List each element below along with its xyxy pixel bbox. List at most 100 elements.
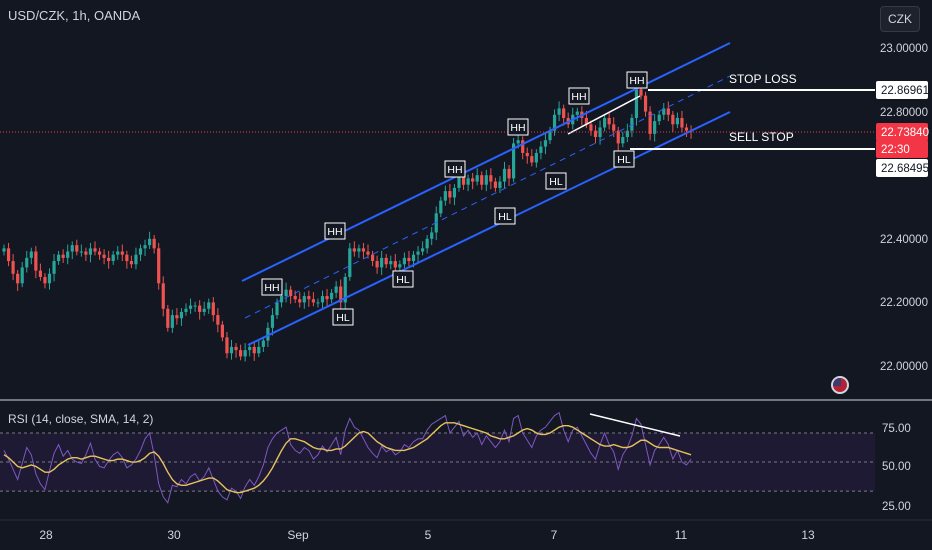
candle-body <box>289 289 293 297</box>
y-tick-label: 22.00000 <box>880 361 928 373</box>
candle-body <box>111 254 115 262</box>
candle-body <box>97 251 102 255</box>
currency-button[interactable]: CZK <box>880 6 920 32</box>
sell-stop-price-tag-bg <box>876 159 928 177</box>
candle-body <box>229 346 234 354</box>
candle-body <box>675 117 679 125</box>
candle-body <box>666 108 670 115</box>
candle-body <box>484 175 488 185</box>
candle-body <box>498 181 502 188</box>
candle-body <box>375 261 379 268</box>
candle-body <box>266 327 270 341</box>
y-axis[interactable]: 23.00000 22.80000 22.40000 22.20000 22.00000… <box>876 43 929 513</box>
candle-body <box>252 346 256 354</box>
candle-body <box>507 168 511 179</box>
candle-body <box>70 245 74 252</box>
hh-label: HH <box>510 122 525 134</box>
stop-loss-text: STOP LOSS <box>729 72 797 86</box>
candle-body <box>11 261 15 274</box>
candle-body <box>516 140 520 144</box>
hl-label: HL <box>617 154 631 166</box>
hh-label: HH <box>264 282 279 294</box>
rsi-line <box>3 411 692 504</box>
candle-body <box>79 251 83 253</box>
candle-body <box>129 261 133 265</box>
x-tick-label: 7 <box>551 528 558 542</box>
candle-body <box>157 248 161 284</box>
hh-label: HH <box>571 91 586 103</box>
candle-body <box>393 261 397 268</box>
rsi-title[interactable]: RSI (14, close, SMA, 14, 2) <box>8 412 154 426</box>
candle-body <box>398 264 402 268</box>
candle-body <box>480 175 484 185</box>
x-axis[interactable]: 28 30 Sep 5 7 11 13 <box>39 528 815 542</box>
candle-body <box>284 289 288 297</box>
candle-body <box>471 178 475 182</box>
x-tick-label: 5 <box>425 528 432 542</box>
candle-body <box>188 305 193 309</box>
candle-body <box>125 254 129 262</box>
candle-body <box>143 245 147 249</box>
candle-body <box>207 302 211 309</box>
us-flag-icon[interactable] <box>831 376 849 394</box>
rsi-tick-label: 50.00 <box>882 461 911 473</box>
trend-white-line <box>567 95 641 135</box>
level-lines[interactable] <box>0 89 875 150</box>
candle-body <box>621 137 625 144</box>
hh-label: HH <box>629 75 644 87</box>
candle-body <box>616 130 620 144</box>
hh-label-box <box>626 71 648 89</box>
candle-body <box>461 175 466 185</box>
rsi-ma-line <box>3 422 692 494</box>
candle-body <box>612 124 616 131</box>
candle-body <box>539 146 543 153</box>
candle-body <box>220 324 224 338</box>
candle-body <box>416 251 420 255</box>
candle-body <box>257 346 261 354</box>
candle-body <box>607 117 611 125</box>
x-tick-label: 30 <box>167 528 181 542</box>
candle-body <box>134 254 138 265</box>
candle-body <box>452 187 457 198</box>
price-channel[interactable] <box>241 42 731 346</box>
candle-body <box>575 111 579 115</box>
candle-body <box>275 302 279 316</box>
hh-label: HH <box>447 164 462 176</box>
candle-body <box>543 140 548 147</box>
hh-label-box <box>324 222 346 240</box>
candle-body <box>120 251 124 255</box>
candle-body <box>530 156 534 163</box>
candle-body <box>639 89 643 96</box>
candle-body <box>493 181 497 188</box>
candle-body <box>502 168 507 182</box>
x-tick-label: 11 <box>675 528 688 542</box>
candle-body <box>548 130 552 141</box>
candle-body <box>307 296 311 300</box>
candle-body <box>603 117 607 128</box>
candle-body <box>648 111 652 134</box>
candle-body <box>325 296 329 300</box>
countdown-tag: 22:30 <box>881 144 910 156</box>
candle-body <box>43 276 47 284</box>
candle-body <box>352 248 356 252</box>
candle-body <box>421 248 425 252</box>
candle-body <box>380 257 384 268</box>
rsi-band-background <box>0 432 875 492</box>
candle-body <box>489 175 493 182</box>
channel-upper-line <box>241 42 731 282</box>
y-tick-label: 22.20000 <box>880 297 928 309</box>
candle-body <box>198 305 202 312</box>
candle-body <box>193 305 197 307</box>
symbol-title[interactable]: USD/CZK, 1h, OANDA <box>8 8 141 23</box>
candle-body <box>589 124 593 131</box>
candle-body <box>562 108 566 118</box>
candle-body <box>630 117 634 131</box>
candle-body <box>320 296 325 303</box>
candle-body <box>170 315 174 328</box>
hh-label-box <box>444 160 466 178</box>
candle-body <box>684 127 689 131</box>
candle-body <box>316 302 320 304</box>
candle-body <box>634 89 639 118</box>
x-tick-label: 13 <box>801 528 815 542</box>
